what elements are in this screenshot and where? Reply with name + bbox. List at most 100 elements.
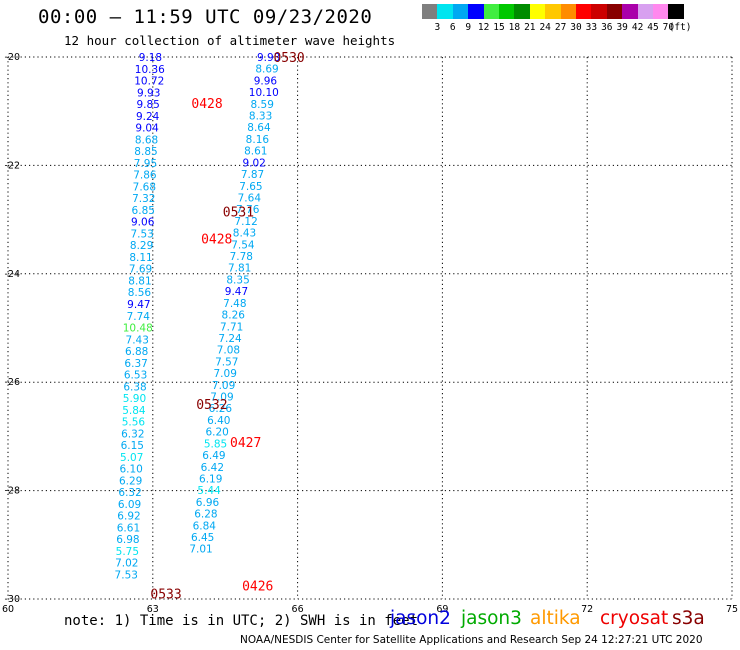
track-b-point-18: 7.81 bbox=[228, 263, 251, 275]
track-b-point-11: 7.65 bbox=[239, 181, 262, 193]
y-tick-label-2: -24 bbox=[4, 269, 20, 280]
footnote: note: 1) Time is in UTC; 2) SWH is in fe… bbox=[64, 613, 419, 629]
track-a-point-8: 8.85 bbox=[134, 146, 157, 158]
track-a-point-4: 9.85 bbox=[136, 99, 159, 111]
track-a-point-34: 5.07 bbox=[120, 452, 143, 464]
track-a-point-35: 6.10 bbox=[119, 464, 142, 476]
track-b-point-26: 7.57 bbox=[215, 356, 238, 368]
credit-line: NOAA/NESDIS Center for Satellite Applica… bbox=[240, 634, 703, 646]
track-a-point-14: 9.06 bbox=[131, 217, 155, 229]
track-a-point-3: 9.93 bbox=[137, 87, 160, 99]
track-a-point-26: 6.37 bbox=[124, 358, 147, 370]
track-b-point-9: 9.02 bbox=[242, 157, 265, 169]
scale-swatch-4 bbox=[483, 4, 499, 19]
scale-label-6: 21 bbox=[524, 22, 536, 33]
scale-label-7: 24 bbox=[539, 22, 551, 33]
scale-swatch-12 bbox=[606, 4, 623, 19]
satellite-altika: altika bbox=[530, 608, 581, 629]
track-b-point-24: 7.24 bbox=[218, 333, 242, 345]
scale-label-3: 12 bbox=[477, 22, 490, 33]
scale-swatch-5 bbox=[499, 4, 515, 19]
scale-swatch-11 bbox=[591, 4, 607, 19]
scale-label-14: 45 bbox=[647, 22, 659, 33]
satellite-jason3: jason3 bbox=[461, 608, 522, 629]
scale-label-13: 42 bbox=[631, 22, 644, 33]
track-b-point-1: 8.69 bbox=[255, 64, 278, 76]
track-b-point-31: 6.40 bbox=[207, 415, 230, 427]
track-b-point-2: 9.96 bbox=[254, 75, 278, 87]
y-tick-label-3: -26 bbox=[4, 377, 20, 388]
y-tick-label-0: -20 bbox=[4, 52, 20, 63]
track-b-point-25: 7.08 bbox=[217, 345, 240, 357]
pass-time-labels: 0530 0428 0531 0428 0532 0427 0426 0533 bbox=[150, 51, 304, 603]
track-a-point-6: 9.04 bbox=[135, 123, 159, 135]
track-a-point-44: 7.53 bbox=[115, 570, 138, 582]
map-title: 00:00 – 11:59 UTC 09/23/2020 bbox=[38, 6, 373, 28]
scale-swatch-14 bbox=[637, 4, 653, 19]
track-b-point-6: 8.64 bbox=[247, 122, 271, 134]
track-b-point-0: 9.93 bbox=[257, 52, 280, 64]
pass-time-label-3: 0428 bbox=[201, 233, 232, 248]
track-b-point-17: 7.78 bbox=[230, 251, 253, 263]
track-b-point-21: 7.48 bbox=[223, 298, 246, 310]
pass-time-label-6: 0426 bbox=[242, 579, 273, 594]
track-b-point-16: 7.54 bbox=[231, 239, 255, 251]
track-a-point-16: 8.29 bbox=[130, 240, 153, 252]
track-b-point-42: 7.01 bbox=[189, 544, 212, 556]
track-a-point-42: 5.75 bbox=[116, 546, 139, 558]
track-a-point-31: 5.56 bbox=[122, 417, 146, 429]
track-a-point-39: 6.92 bbox=[117, 511, 140, 523]
track-a-point-12: 7.32 bbox=[132, 193, 155, 205]
y-tick-label-4: -28 bbox=[4, 486, 20, 497]
scale-swatch-9 bbox=[560, 4, 576, 19]
x-tick-label-3: 69 bbox=[436, 604, 448, 615]
track-a-point-41: 6.98 bbox=[116, 534, 139, 546]
pass-time-label-1: 0428 bbox=[191, 97, 222, 112]
scale-label-1: 6 bbox=[449, 22, 456, 33]
track-b-point-29: 7.09 bbox=[210, 392, 233, 404]
track-b-point-33: 5.85 bbox=[204, 438, 227, 450]
x-tick-label-0: 60 bbox=[2, 604, 14, 615]
track-a-point-2: 10.72 bbox=[134, 76, 164, 88]
track-a-point-15: 7.53 bbox=[130, 228, 153, 240]
track-a-point-25: 6.88 bbox=[125, 346, 148, 358]
scale-swatch-7 bbox=[529, 4, 546, 19]
scale-label-0: 3 bbox=[434, 22, 441, 33]
track-a-point-32: 6.32 bbox=[121, 428, 144, 440]
track-a-point-20: 8.56 bbox=[128, 287, 152, 299]
scale-label-12: 39 bbox=[616, 22, 628, 33]
track-a-point-43: 7.02 bbox=[115, 558, 138, 570]
track-b-point-14: 7.12 bbox=[234, 216, 257, 228]
track-a-point-18: 7.69 bbox=[129, 264, 152, 276]
scale-label-11: 36 bbox=[601, 22, 613, 33]
track-b-point-23: 7.71 bbox=[220, 321, 243, 333]
track-b-point-7: 8.16 bbox=[246, 134, 270, 146]
track-a-point-24: 7.43 bbox=[126, 334, 149, 346]
track-a-point-36: 6.29 bbox=[119, 475, 142, 487]
track-a-point-30: 5.84 bbox=[122, 405, 146, 417]
track-b-point-28: 7.09 bbox=[212, 380, 235, 392]
track-a-point-23: 10.48 bbox=[123, 323, 153, 335]
pass-time-label-5: 0427 bbox=[230, 436, 261, 451]
track-b-point-20: 9.47 bbox=[225, 286, 248, 298]
scale-swatch-1 bbox=[437, 4, 453, 19]
scale-swatch-10 bbox=[576, 4, 592, 19]
scale-swatch-15 bbox=[653, 4, 669, 19]
track-a-point-27: 6.53 bbox=[124, 370, 147, 382]
track-b-point-40: 6.84 bbox=[193, 520, 217, 532]
track-a-point-40: 6.61 bbox=[117, 522, 140, 534]
scale-swatch-3 bbox=[468, 4, 484, 19]
x-tick-label-1: 63 bbox=[147, 604, 159, 615]
x-tick-label-5: 75 bbox=[726, 604, 738, 615]
track-a-point-29: 5.90 bbox=[123, 393, 146, 405]
scale-label-4: 15 bbox=[493, 22, 505, 33]
track-b-point-35: 6.42 bbox=[201, 462, 224, 474]
map-grid bbox=[7, 56, 733, 600]
scale-swatch-2 bbox=[452, 4, 469, 19]
track-b-point-12: 7.64 bbox=[238, 192, 262, 204]
x-tick-label-2: 66 bbox=[292, 604, 304, 615]
scale-swatch-0 bbox=[422, 4, 438, 19]
scale-swatch-6 bbox=[514, 4, 530, 19]
x-tick-label-4: 72 bbox=[581, 604, 593, 615]
scale-label-10: 33 bbox=[585, 22, 598, 33]
